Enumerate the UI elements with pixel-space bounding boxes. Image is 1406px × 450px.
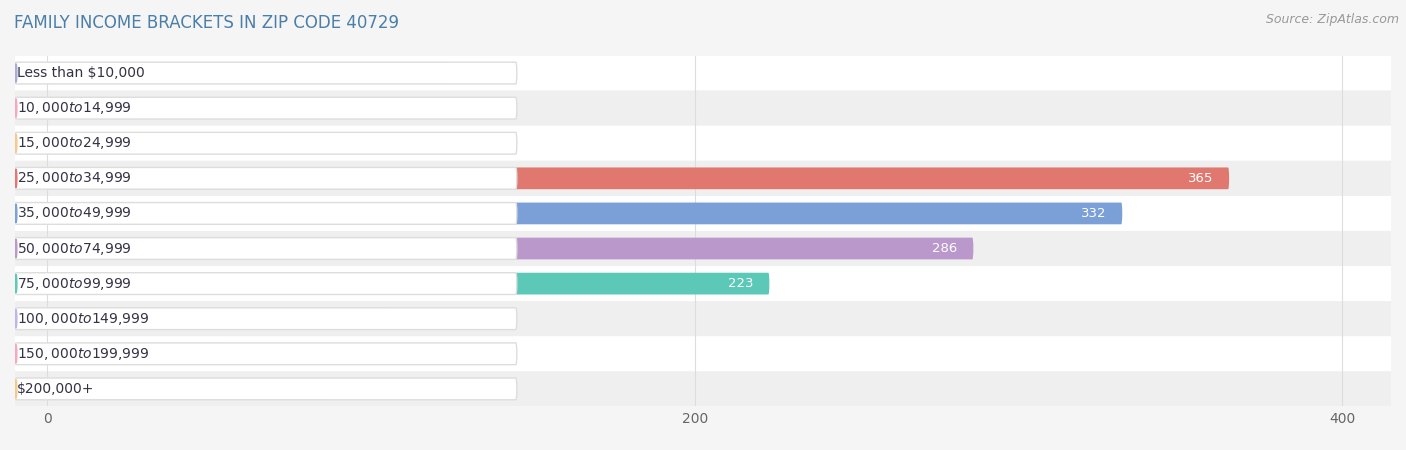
FancyBboxPatch shape bbox=[48, 167, 1229, 189]
FancyBboxPatch shape bbox=[48, 273, 769, 294]
Text: $200,000+: $200,000+ bbox=[17, 382, 94, 396]
Text: 223: 223 bbox=[728, 277, 754, 290]
Circle shape bbox=[15, 239, 17, 258]
FancyBboxPatch shape bbox=[15, 301, 1391, 336]
Text: 365: 365 bbox=[1188, 172, 1213, 185]
Circle shape bbox=[15, 310, 17, 328]
FancyBboxPatch shape bbox=[48, 238, 973, 259]
FancyBboxPatch shape bbox=[48, 343, 229, 364]
FancyBboxPatch shape bbox=[15, 378, 517, 400]
Circle shape bbox=[15, 134, 17, 153]
Text: Less than $10,000: Less than $10,000 bbox=[17, 66, 145, 80]
FancyBboxPatch shape bbox=[15, 371, 1391, 406]
FancyBboxPatch shape bbox=[15, 196, 1391, 231]
Text: $150,000 to $199,999: $150,000 to $199,999 bbox=[17, 346, 149, 362]
FancyBboxPatch shape bbox=[15, 266, 1391, 301]
Text: 286: 286 bbox=[932, 242, 957, 255]
Text: FAMILY INCOME BRACKETS IN ZIP CODE 40729: FAMILY INCOME BRACKETS IN ZIP CODE 40729 bbox=[14, 14, 399, 32]
Text: $35,000 to $49,999: $35,000 to $49,999 bbox=[17, 205, 132, 221]
Text: 56: 56 bbox=[245, 347, 262, 360]
FancyBboxPatch shape bbox=[48, 308, 391, 329]
Text: $75,000 to $99,999: $75,000 to $99,999 bbox=[17, 275, 132, 292]
FancyBboxPatch shape bbox=[15, 231, 1391, 266]
FancyBboxPatch shape bbox=[15, 132, 517, 154]
Circle shape bbox=[15, 204, 17, 223]
Circle shape bbox=[15, 169, 17, 188]
FancyBboxPatch shape bbox=[15, 202, 517, 224]
Circle shape bbox=[15, 274, 17, 293]
Circle shape bbox=[15, 345, 17, 363]
FancyBboxPatch shape bbox=[48, 202, 1122, 224]
Circle shape bbox=[15, 64, 17, 82]
FancyBboxPatch shape bbox=[15, 167, 517, 189]
FancyBboxPatch shape bbox=[48, 62, 449, 84]
FancyBboxPatch shape bbox=[15, 62, 517, 84]
FancyBboxPatch shape bbox=[15, 161, 1391, 196]
Text: $15,000 to $24,999: $15,000 to $24,999 bbox=[17, 135, 132, 151]
Text: $25,000 to $34,999: $25,000 to $34,999 bbox=[17, 171, 132, 186]
FancyBboxPatch shape bbox=[15, 238, 517, 259]
FancyBboxPatch shape bbox=[15, 55, 1391, 90]
FancyBboxPatch shape bbox=[48, 132, 354, 154]
Text: $100,000 to $149,999: $100,000 to $149,999 bbox=[17, 310, 149, 327]
FancyBboxPatch shape bbox=[15, 90, 1391, 126]
FancyBboxPatch shape bbox=[15, 336, 1391, 371]
FancyBboxPatch shape bbox=[15, 273, 517, 294]
FancyBboxPatch shape bbox=[15, 97, 517, 119]
Text: 95: 95 bbox=[371, 137, 388, 150]
FancyBboxPatch shape bbox=[48, 378, 322, 400]
Circle shape bbox=[15, 380, 17, 398]
Text: $50,000 to $74,999: $50,000 to $74,999 bbox=[17, 240, 132, 256]
Text: 106: 106 bbox=[406, 312, 432, 325]
Text: $10,000 to $14,999: $10,000 to $14,999 bbox=[17, 100, 132, 116]
FancyBboxPatch shape bbox=[15, 308, 517, 329]
Text: Source: ZipAtlas.com: Source: ZipAtlas.com bbox=[1265, 14, 1399, 27]
FancyBboxPatch shape bbox=[48, 97, 135, 119]
Text: 85: 85 bbox=[339, 382, 356, 396]
Text: 124: 124 bbox=[465, 67, 491, 80]
FancyBboxPatch shape bbox=[15, 126, 1391, 161]
Text: 27: 27 bbox=[150, 102, 167, 115]
Circle shape bbox=[15, 99, 17, 117]
Text: 332: 332 bbox=[1081, 207, 1107, 220]
FancyBboxPatch shape bbox=[15, 343, 517, 364]
